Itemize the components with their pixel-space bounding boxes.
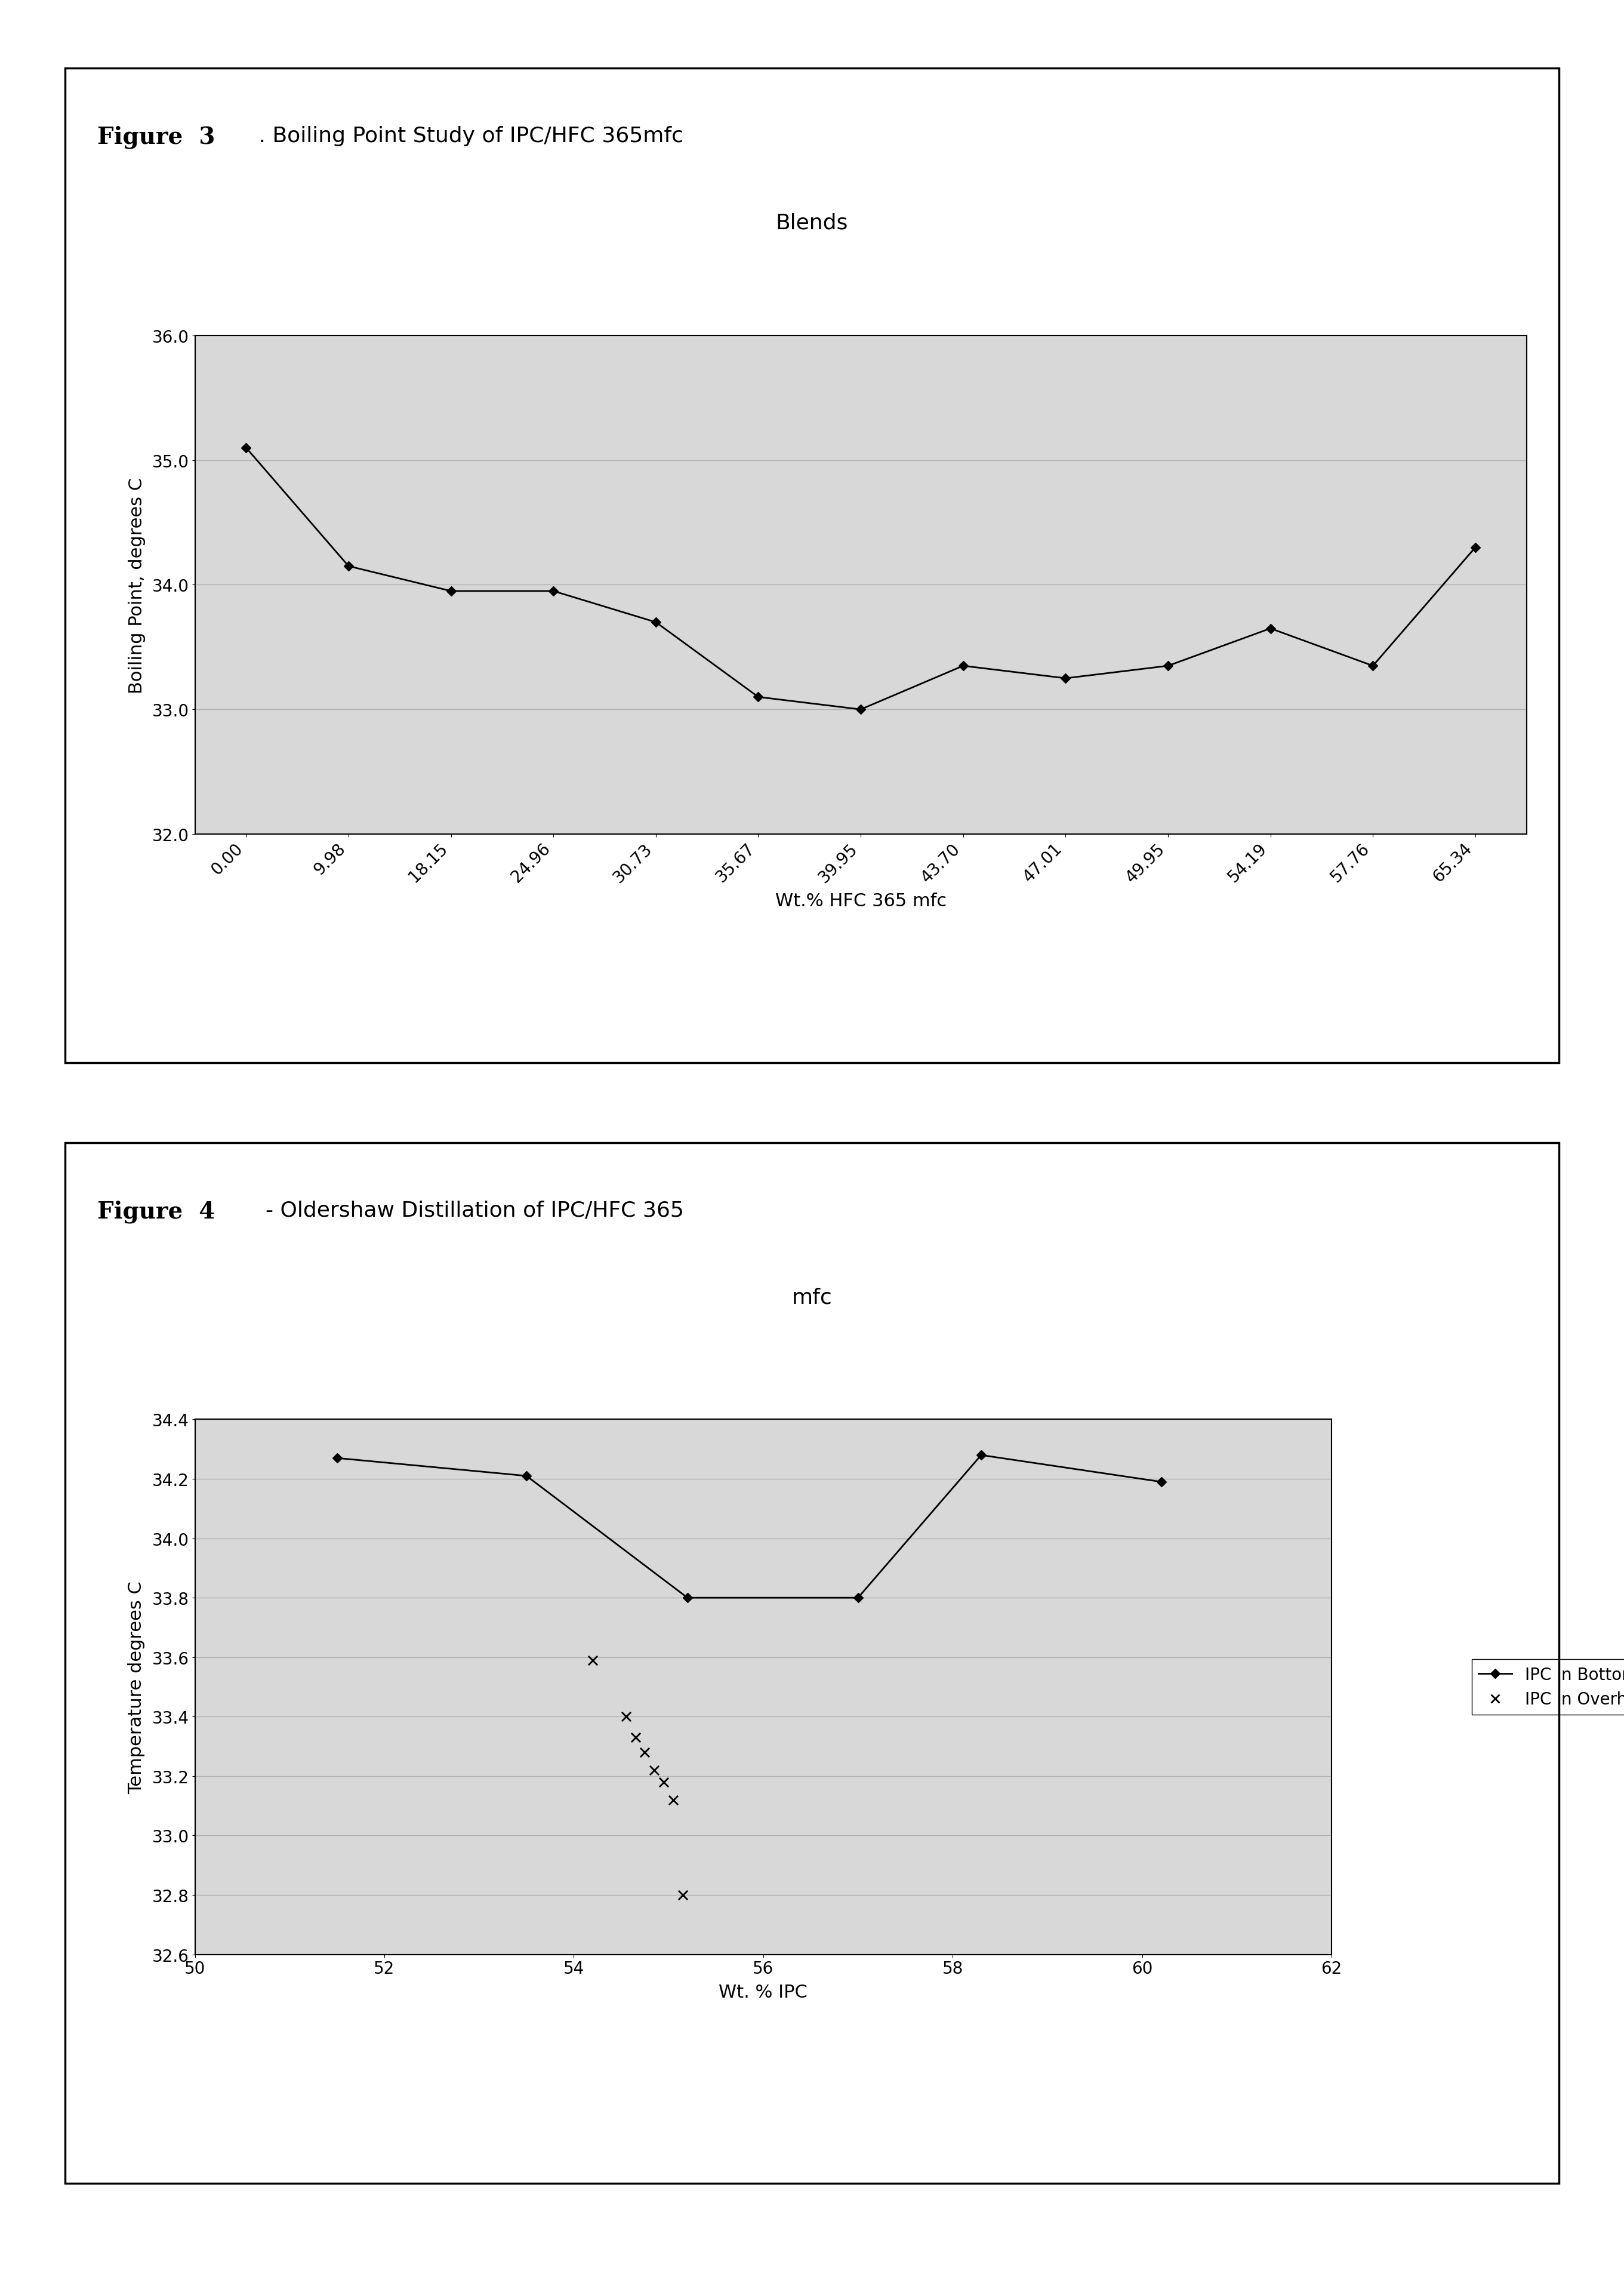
- IPC in Overhead: [669, 1877, 695, 1913]
- Text: mfc: mfc: [793, 1287, 831, 1308]
- IPC in Overhead: [580, 1641, 606, 1678]
- IPC in Overhead: [612, 1698, 638, 1735]
- X-axis label: Wt. % IPC: Wt. % IPC: [719, 1984, 807, 2000]
- Text: Blends: Blends: [776, 213, 848, 233]
- Text: Figure  3: Figure 3: [97, 126, 216, 149]
- X-axis label: Wt.% HFC 365 mfc: Wt.% HFC 365 mfc: [775, 892, 947, 910]
- IPC in Bottoms: [328, 1445, 348, 1472]
- Y-axis label: Temperature degrees C: Temperature degrees C: [128, 1580, 146, 1795]
- IPC in Overhead: [651, 1765, 677, 1801]
- IPC in Overhead: [661, 1781, 687, 1817]
- IPC in Overhead: [622, 1719, 648, 1756]
- Legend: IPC in Bottoms, IPC in Overhead: IPC in Bottoms, IPC in Overhead: [1471, 1660, 1624, 1714]
- IPC in Bottoms: [677, 1584, 697, 1612]
- Line: IPC in Bottoms: IPC in Bottoms: [333, 1452, 1164, 1600]
- IPC in Bottoms: [516, 1463, 536, 1490]
- Text: . Boiling Point Study of IPC/HFC 365mfc: . Boiling Point Study of IPC/HFC 365mfc: [252, 126, 684, 146]
- Text: Figure  4: Figure 4: [97, 1200, 216, 1223]
- IPC in Bottoms: [971, 1442, 991, 1470]
- IPC in Overhead: [641, 1751, 667, 1788]
- Text: - Oldershaw Distillation of IPC/HFC 365: - Oldershaw Distillation of IPC/HFC 365: [252, 1200, 684, 1221]
- IPC in Bottoms: [1151, 1468, 1171, 1495]
- IPC in Overhead: [632, 1735, 658, 1772]
- Y-axis label: Boiling Point, degrees C: Boiling Point, degrees C: [128, 478, 146, 693]
- IPC in Bottoms: [848, 1584, 867, 1612]
